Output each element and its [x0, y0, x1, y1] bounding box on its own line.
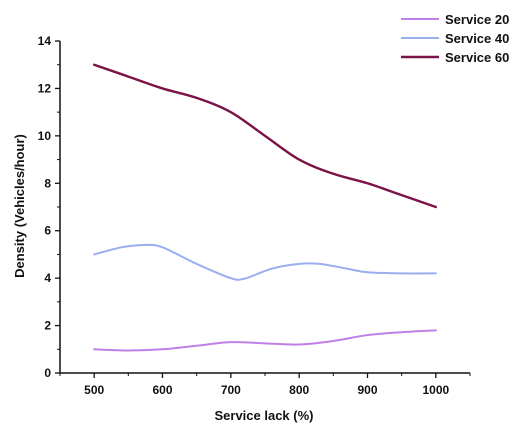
- y-tick-label: 12: [38, 81, 52, 95]
- y-axis-ticks: 0 2 4 6 8 10 12 14: [38, 34, 60, 380]
- x-tick-label: 900: [357, 383, 377, 397]
- series-layer: [92, 63, 438, 352]
- series-line-service-60: [92, 63, 438, 209]
- legend-label: Service 20: [445, 12, 509, 27]
- x-axis-label: Service lack (%): [214, 408, 313, 423]
- legend: Service 20 Service 40 Service 60: [401, 12, 509, 65]
- y-tick-label: 14: [38, 34, 52, 48]
- y-tick-label: 0: [44, 366, 51, 380]
- legend-label: Service 40: [445, 31, 509, 46]
- x-tick-label: 1000: [422, 383, 449, 397]
- y-axis-label: Density (Vehicles/hour): [12, 134, 27, 278]
- y-tick-label: 2: [44, 319, 51, 333]
- y-tick-label: 10: [38, 129, 52, 143]
- x-tick-label: 800: [289, 383, 309, 397]
- y-tick-label: 8: [44, 176, 51, 190]
- x-tick-label: 700: [221, 383, 241, 397]
- x-tick-label: 500: [84, 383, 104, 397]
- y-tick-label: 6: [44, 224, 51, 238]
- series-line-service-40: [93, 243, 437, 281]
- series-line-service-20: [93, 329, 437, 352]
- x-tick-label: 600: [152, 383, 172, 397]
- legend-label: Service 60: [445, 50, 509, 65]
- y-tick-label: 4: [44, 271, 51, 285]
- x-axis-ticks: 500 600 700 800 900 1000: [59, 373, 471, 397]
